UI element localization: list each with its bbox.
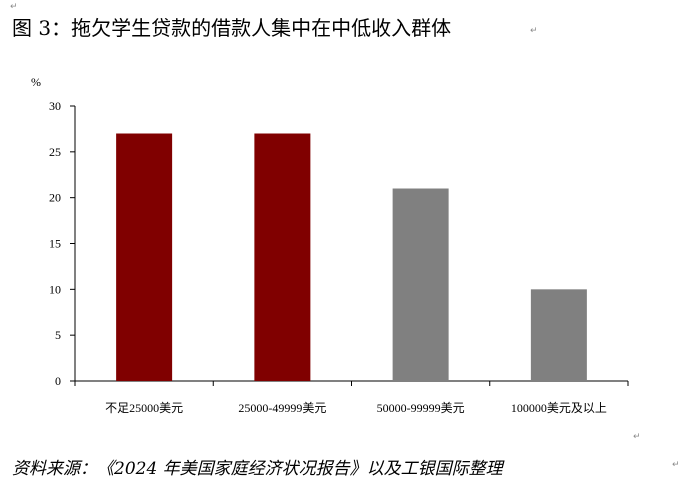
y-tick-label: 15	[49, 237, 61, 251]
x-category-label: 100000美元及以上	[511, 401, 607, 415]
y-tick-label: 10	[49, 282, 61, 296]
paragraph-mark-icon: ↵	[530, 26, 538, 36]
x-category-label: 25000-49999美元	[238, 401, 326, 415]
bar-3	[392, 188, 449, 381]
x-category-label: 不足25000美元	[105, 401, 183, 415]
y-axis-label: %	[31, 75, 41, 89]
figure-title: 图 3：拖欠学生贷款的借款人集中在中低收入群体	[12, 16, 452, 40]
paragraph-mark-icon: ↵	[672, 460, 680, 470]
paragraph-mark-icon: ↵	[633, 432, 641, 442]
source-note: 资料来源：《2024 年美国家庭经济状况报告》以及工银国际整理	[12, 459, 503, 479]
bar-2	[254, 133, 311, 381]
paragraph-mark-icon: ↵	[10, 2, 18, 12]
x-category-label: 50000-99999美元	[377, 401, 465, 415]
bar-4	[530, 289, 587, 381]
y-tick-label: 20	[49, 191, 61, 205]
bar-1	[116, 133, 173, 381]
y-tick-label: 5	[55, 328, 61, 342]
y-tick-label: 0	[55, 374, 61, 388]
y-tick-label: 25	[49, 145, 61, 159]
y-tick-label: 30	[49, 99, 61, 113]
